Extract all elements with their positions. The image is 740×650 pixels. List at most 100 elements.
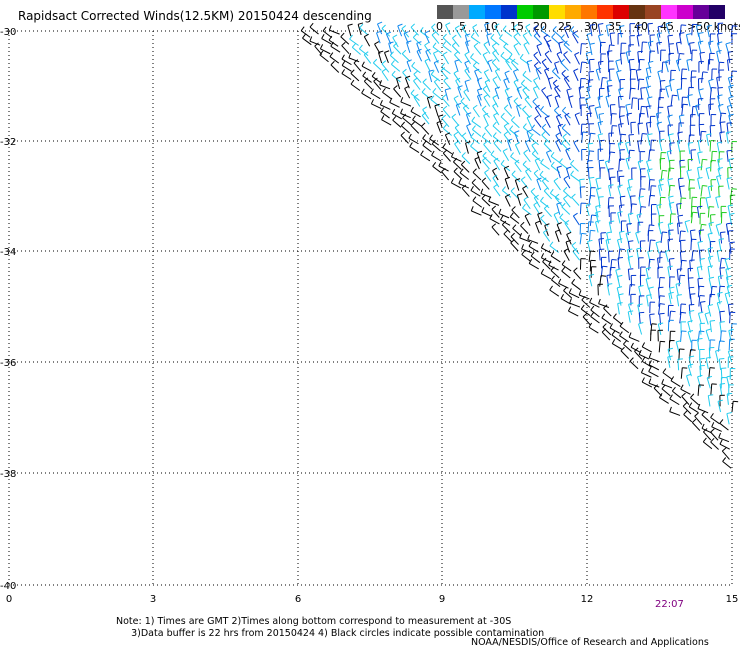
colorbar-swatch	[565, 5, 581, 19]
wind-barb	[627, 212, 634, 226]
wind-barb	[579, 202, 587, 215]
wind-barb	[470, 185, 481, 197]
wind-barb	[508, 53, 519, 65]
wind-barb	[554, 61, 560, 74]
colorbar-label: 35	[608, 20, 622, 33]
wind-barb	[670, 376, 681, 387]
wind-barb	[638, 113, 645, 125]
wind-barb	[422, 106, 430, 120]
wind-barb	[637, 139, 643, 153]
wind-barb	[442, 51, 450, 65]
wind-barb	[687, 330, 694, 343]
wind-barb	[658, 340, 666, 353]
wind-barb	[597, 133, 603, 146]
wind-barb	[540, 243, 552, 254]
wind-barb	[702, 437, 713, 450]
wind-barb	[410, 121, 420, 134]
wind-barb	[679, 185, 685, 198]
wind-barb	[726, 177, 732, 190]
wind-barb	[565, 147, 571, 161]
colorbar-labels: 051015202530354045>50 knots	[436, 20, 740, 34]
wind-barb	[544, 50, 553, 64]
colorbar-swatch	[549, 5, 565, 19]
wind-barb	[589, 259, 596, 272]
wind-barb	[363, 33, 371, 47]
wind-barb	[491, 205, 500, 218]
wind-barb	[553, 177, 561, 191]
wind-barb	[709, 140, 716, 152]
wind-barb	[510, 116, 520, 129]
wind-barb	[409, 142, 420, 153]
wind-barb	[719, 382, 725, 396]
wind-barb	[503, 131, 512, 144]
wind-barb	[609, 104, 616, 116]
wind-barb	[510, 152, 520, 164]
wind-barb	[626, 112, 632, 126]
wind-barb	[731, 140, 737, 153]
wind-barb	[586, 85, 592, 99]
wind-barb	[705, 196, 711, 209]
wind-barb	[533, 201, 540, 215]
wind-barb	[542, 257, 551, 270]
wind-barb	[709, 319, 716, 333]
wind-barb	[728, 338, 735, 351]
wind-barb	[628, 133, 634, 147]
wind-barb	[668, 340, 675, 352]
wind-barb	[659, 157, 666, 170]
wind-barb	[563, 51, 571, 64]
wind-barb	[655, 240, 661, 254]
wind-barb	[720, 377, 727, 389]
wind-barb	[631, 167, 637, 180]
wind-barb	[465, 40, 471, 53]
wind-barb	[658, 138, 665, 152]
wind-barb	[422, 78, 431, 91]
wind-barb	[697, 177, 703, 190]
wind-barb	[705, 166, 712, 180]
wind-barb	[675, 340, 682, 353]
wind-barb	[597, 120, 604, 134]
wind-barb	[319, 50, 329, 63]
wind-barb	[619, 321, 630, 334]
wind-barb	[685, 33, 692, 46]
wind-barb	[679, 303, 687, 316]
wind-barb	[465, 141, 471, 154]
wind-barb	[647, 230, 654, 242]
wind-barb	[520, 176, 529, 189]
wind-barb	[549, 285, 560, 297]
wind-barb	[563, 40, 573, 53]
pass-time-label: 22:07	[655, 599, 684, 610]
wind-barb	[687, 86, 694, 99]
wind-barb	[708, 221, 714, 235]
wind-barb	[667, 319, 674, 332]
wind-barb	[636, 213, 642, 226]
wind-barb	[719, 310, 725, 323]
wind-barb	[699, 300, 706, 314]
wind-barb	[536, 177, 542, 191]
wind-barb	[658, 303, 665, 315]
wind-barb	[715, 349, 721, 362]
wind-barb	[599, 139, 605, 152]
wind-barb	[691, 23, 698, 36]
wind-barb	[709, 339, 716, 351]
wind-barb	[636, 24, 643, 37]
wind-barb	[729, 368, 736, 380]
wind-barb	[330, 60, 340, 73]
wind-barb	[464, 51, 471, 65]
wind-barb	[619, 195, 626, 208]
wind-barb	[689, 293, 696, 306]
wind-barb	[687, 94, 693, 107]
wind-barb	[719, 121, 726, 134]
wind-barb	[309, 22, 319, 35]
wind-barb	[483, 41, 491, 54]
wind-barb	[718, 285, 725, 298]
wind-barb	[470, 32, 481, 44]
wind-barb	[628, 332, 640, 342]
wind-barb	[533, 32, 543, 45]
credit-line: NOAA/NESDIS/Office of Research and Appli…	[471, 637, 709, 648]
wind-barb	[444, 88, 451, 101]
wind-barb	[616, 70, 622, 83]
wind-barb	[500, 51, 510, 64]
wind-barb	[532, 97, 541, 110]
wind-barb	[658, 184, 664, 197]
wind-barb	[420, 150, 431, 162]
